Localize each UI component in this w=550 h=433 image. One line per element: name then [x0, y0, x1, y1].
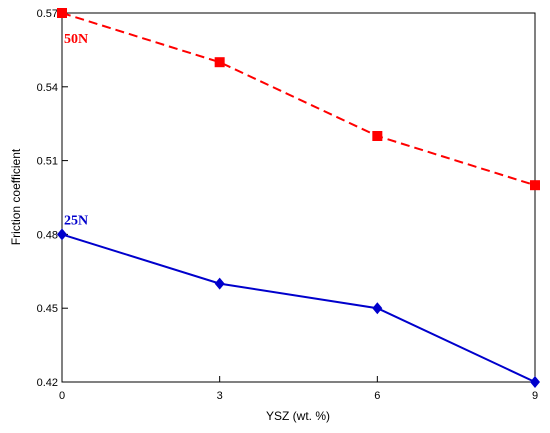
y-tick-label: 0.57 — [37, 8, 58, 20]
y-tick-label: 0.48 — [37, 229, 58, 241]
x-axis-title: YSZ (wt. %) — [266, 409, 330, 423]
data-point-50n — [372, 131, 383, 141]
plot-frame — [61, 12, 536, 383]
series-layer: 50N 25N — [57, 8, 540, 388]
y-tick-label: 0.42 — [37, 377, 58, 389]
y-axis-ticks: 0.42 0.45 0.48 0.51 0.54 0.57 — [37, 8, 68, 389]
data-point-25n — [372, 302, 383, 315]
data-point-50n — [214, 57, 225, 68]
data-point-25n — [530, 376, 540, 388]
series-label-50n: 50N — [64, 32, 88, 47]
data-point-50n — [530, 180, 540, 191]
y-tick-label: 0.51 — [37, 156, 58, 168]
x-tick-label: 0 — [59, 390, 65, 402]
series-line-25n — [61, 233, 536, 383]
series-label-25n: 25N — [64, 213, 88, 228]
data-point-25n — [57, 228, 67, 241]
x-tick-label: 3 — [217, 390, 223, 402]
series-line-50n — [61, 12, 536, 187]
x-tick-label: 6 — [374, 390, 380, 402]
y-tick-label: 0.45 — [37, 303, 58, 315]
data-point-50n — [57, 8, 67, 18]
y-axis-title: Friction coefficient — [9, 148, 23, 245]
y-tick-label: 0.54 — [37, 82, 58, 94]
x-axis-ticks: 0 3 6 9 — [59, 376, 538, 402]
x-tick-label: 9 — [532, 390, 538, 402]
data-point-25n — [214, 277, 225, 290]
